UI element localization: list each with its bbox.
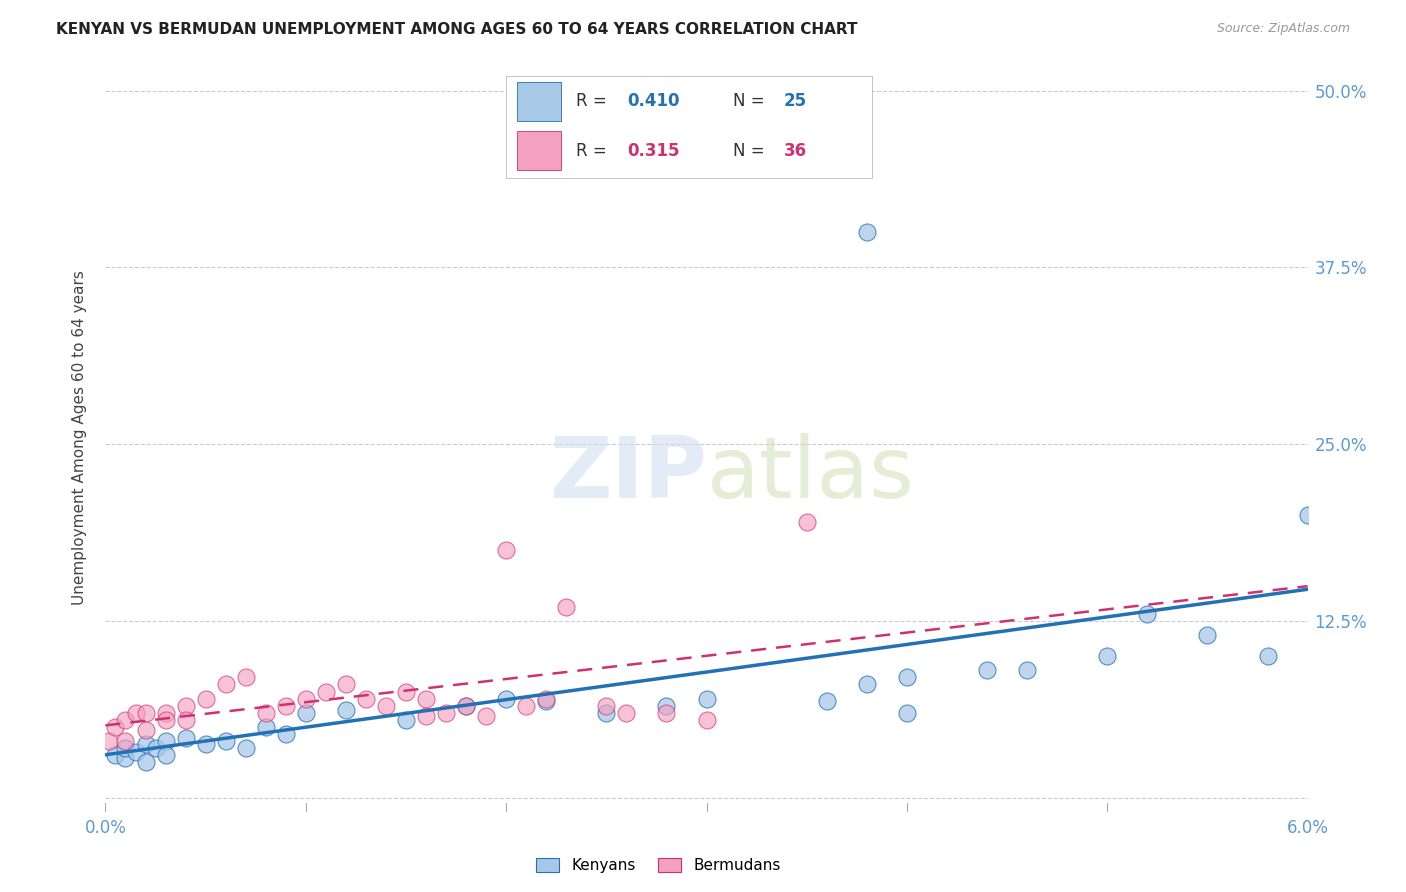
Point: [395, 713, 418, 727]
Point: [1136, 607, 1159, 621]
Point: [254, 720, 277, 734]
Point: [145, 741, 167, 756]
Text: KENYAN VS BERMUDAN UNEMPLOYMENT AMONG AGES 60 TO 64 YEARS CORRELATION CHART: KENYAN VS BERMUDAN UNEMPLOYMENT AMONG AG…: [56, 22, 858, 37]
Point: [976, 664, 998, 678]
Point: [1296, 508, 1319, 522]
Point: [896, 670, 918, 684]
Point: [415, 691, 437, 706]
Point: [655, 698, 678, 713]
Point: [155, 706, 177, 720]
Text: 0.410: 0.410: [627, 93, 679, 111]
Point: [475, 708, 498, 723]
Point: [335, 703, 357, 717]
Point: [98, 734, 121, 748]
Point: [395, 684, 418, 698]
Point: [696, 713, 718, 727]
Point: [515, 698, 537, 713]
Point: [335, 677, 357, 691]
Text: 36: 36: [785, 142, 807, 160]
Point: [194, 691, 217, 706]
Point: [696, 691, 718, 706]
Point: [415, 708, 437, 723]
Text: ZIP: ZIP: [548, 433, 707, 516]
Point: [135, 706, 157, 720]
Point: [214, 677, 236, 691]
Point: [295, 706, 318, 720]
Y-axis label: Unemployment Among Ages 60 to 64 years: Unemployment Among Ages 60 to 64 years: [72, 269, 87, 605]
Point: [274, 698, 297, 713]
Point: [235, 741, 257, 756]
Point: [194, 737, 217, 751]
Text: R =: R =: [575, 93, 606, 111]
Point: [315, 684, 337, 698]
Point: [124, 745, 146, 759]
Point: [135, 737, 157, 751]
Point: [114, 734, 136, 748]
Point: [555, 599, 578, 614]
Point: [534, 691, 557, 706]
Point: [616, 706, 638, 720]
Point: [855, 225, 877, 239]
Point: [595, 698, 617, 713]
Point: [155, 713, 177, 727]
Text: N =: N =: [733, 142, 765, 160]
FancyBboxPatch shape: [517, 82, 561, 121]
Point: [174, 698, 197, 713]
Point: [354, 691, 377, 706]
Point: [374, 698, 398, 713]
Text: Source: ZipAtlas.com: Source: ZipAtlas.com: [1216, 22, 1350, 36]
Point: [124, 706, 146, 720]
Point: [174, 713, 197, 727]
Point: [1257, 649, 1279, 664]
Legend: Kenyans, Bermudans: Kenyans, Bermudans: [530, 852, 787, 879]
Text: R =: R =: [575, 142, 606, 160]
Point: [796, 515, 818, 529]
Text: N =: N =: [733, 93, 765, 111]
Point: [135, 723, 157, 737]
Point: [495, 543, 517, 558]
Text: 25: 25: [785, 93, 807, 111]
Point: [495, 691, 517, 706]
Point: [655, 706, 678, 720]
Point: [454, 698, 477, 713]
Point: [104, 748, 127, 763]
Point: [104, 720, 127, 734]
Point: [434, 706, 457, 720]
Point: [235, 670, 257, 684]
Point: [155, 748, 177, 763]
Text: 0.315: 0.315: [627, 142, 679, 160]
Point: [254, 706, 277, 720]
Point: [214, 734, 236, 748]
Point: [815, 694, 838, 708]
Point: [114, 741, 136, 756]
Point: [174, 731, 197, 746]
Point: [1197, 628, 1219, 642]
Point: [155, 734, 177, 748]
FancyBboxPatch shape: [517, 131, 561, 170]
Point: [1097, 649, 1119, 664]
Point: [135, 756, 157, 770]
Point: [534, 694, 557, 708]
Point: [114, 713, 136, 727]
Point: [274, 727, 297, 741]
Point: [454, 698, 477, 713]
Point: [114, 751, 136, 765]
Point: [595, 706, 617, 720]
Point: [295, 691, 318, 706]
Point: [855, 677, 877, 691]
Point: [896, 706, 918, 720]
Text: atlas: atlas: [707, 433, 914, 516]
Point: [1017, 664, 1039, 678]
